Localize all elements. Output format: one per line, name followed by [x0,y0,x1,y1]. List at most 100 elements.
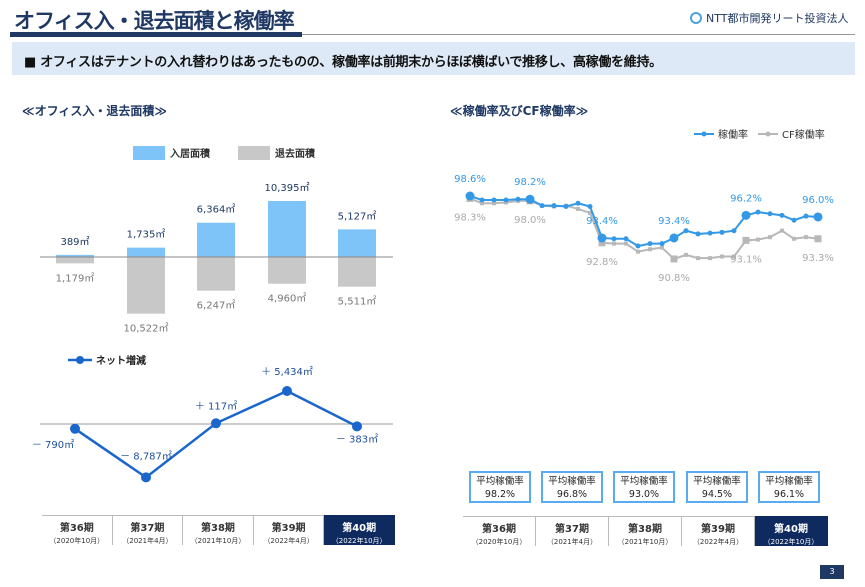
cf-occupancy-point [576,206,580,211]
cf-occupancy-label: 98.0% [514,215,546,226]
legend-marker [701,131,707,137]
move-out-bar [127,257,165,314]
occupancy-point [551,203,557,209]
move-in-bar [268,201,306,257]
occupancy-point [695,231,701,237]
period-label: 第38期 [628,524,662,535]
cf-occupancy-point [804,235,808,240]
occupancy-point [635,243,641,249]
cf-occupancy-point [732,254,736,259]
average-value: 96.8% [556,489,588,500]
legend-marker [765,131,771,137]
period-label: 第36期 [482,524,516,535]
average-occupancy-box: 平均稼働率 96.8% [541,471,603,503]
average-label: 平均稼働率 [693,476,741,487]
net-change-label: － 790㎡ [32,439,74,451]
period-cell: 第37期 （2021年4月） [112,515,184,545]
occupancy-point [767,211,773,217]
period-date: （2021年10月） [190,537,246,545]
net-change-label: ＋ 5,434㎡ [261,366,313,378]
period-cell: 第39期 （2022年4月） [253,515,325,545]
occupancy-label: 98.6% [454,174,486,185]
move-in-label: 5,127㎡ [338,210,377,222]
period-date: （2020年10月） [471,538,527,546]
occupancy-point [503,197,509,203]
move-in-label: 389㎡ [60,236,89,248]
logo-text: NTT都市開発リート投資法人 [706,12,849,25]
occupancy-point [515,196,521,202]
period-cell: 第40期 （2022年10月） [324,515,395,545]
period-label: 第37期 [130,523,165,534]
cf-occupancy-point [814,235,822,243]
cf-occupancy-point [588,210,592,215]
right-section-title: ≪稼働率及びCF稼働率≫ [450,104,589,118]
legend-label-move-in: 入居面積 [170,147,211,160]
cf-occupancy-label: 98.3% [454,212,486,223]
period-label: 第38期 [201,523,235,534]
period-label: 第39期 [271,523,306,534]
move-out-bar [197,257,235,291]
legend-marker [76,356,84,364]
company-logo: NTT都市開発リート投資法人 [690,10,848,26]
cf-occupancy-point [598,239,606,247]
occupancy-point [731,228,737,234]
move-out-label: 10,522㎡ [124,323,169,335]
move-in-out-bar-chart: 入居面積 退去面積 389㎡ 1,179㎡ 1,735㎡ 10,522㎡ 6,364㎡ 6,2… [40,146,393,335]
period-label: 第37期 [555,524,589,535]
occupancy-point [741,210,751,220]
average-value: 98.2% [484,489,516,500]
occupancy-point [755,209,761,215]
occupancy-point [491,197,497,203]
occupancy-point [803,213,809,219]
period-cell: 第37期 （2021年4月） [536,516,609,546]
net-change-line-chart: ネット増減 － 790㎡ － 8,787㎡ ＋ 117㎡ ＋ 5,434㎡ － 383㎡ [32,354,393,483]
net-change-point [211,418,221,429]
occupancy-point [465,191,475,201]
average-occupancy-box: 平均稼働率 94.5% [686,471,748,503]
occupancy-point [659,241,665,247]
occupancy-point [647,241,653,247]
move-out-label: 6,247㎡ [197,300,236,312]
cf-occupancy-label: 92.8% [586,257,618,268]
occupancy-point [587,203,593,209]
title-underline [10,32,302,37]
cf-occupancy-label: 90.8% [658,273,690,284]
move-out-bar [338,257,376,287]
occupancy-point [611,236,617,242]
period-cell: 第36期 （2020年10月） [463,516,536,546]
period-date: （2021年10月） [617,538,673,546]
cf-occupancy-point [648,247,652,252]
cf-occupancy-point [792,236,796,241]
net-change-label: － 8,787㎡ [120,450,172,462]
page-title: オフィス入・退去面積と稼働率 [14,9,295,33]
average-occupancy-box: 平均稼働率 93.0% [613,471,675,503]
net-change-point [282,386,292,396]
occupancy-point [563,203,569,209]
cf-occupancy-point [480,201,484,206]
occupancy-label: 96.0% [802,195,834,206]
occupancy-point [597,233,607,243]
occupancy-label: 96.2% [730,193,762,204]
average-occupancy-box: 平均稼働率 96.1% [758,471,820,503]
move-in-label: 6,364㎡ [197,204,236,216]
cf-occupancy-point [696,256,700,261]
right-period-table: 第36期 （2020年10月） 第37期 （2021年4月） 第38期 （2021年10月… [463,516,828,546]
move-out-bar [56,257,94,264]
occupancy-point [719,229,725,235]
cf-occupancy-point [720,254,724,259]
legend-label: CF稼働率 [782,128,825,141]
average-label: 平均稼働率 [548,476,596,487]
left-period-table: 第36期 （2020年10月） 第37期 （2021年4月） 第38期 （2021年10月… [42,515,395,545]
net-change-point [141,472,151,483]
cf-occupancy-point [768,235,772,240]
occupancy-point [791,217,797,223]
page-number: 3 [820,565,844,579]
average-value: 93.0% [628,489,660,500]
occupancy-point [669,233,679,243]
cf-occupancy-line [469,197,819,261]
period-date: （2020年10月） [49,537,105,545]
net-change-label: ＋ 117㎡ [195,400,237,412]
left-section-title: ≪オフィス入・退去面積≫ [22,104,167,118]
occupancy-label: 93.4% [586,216,618,227]
net-change-point [352,421,362,432]
